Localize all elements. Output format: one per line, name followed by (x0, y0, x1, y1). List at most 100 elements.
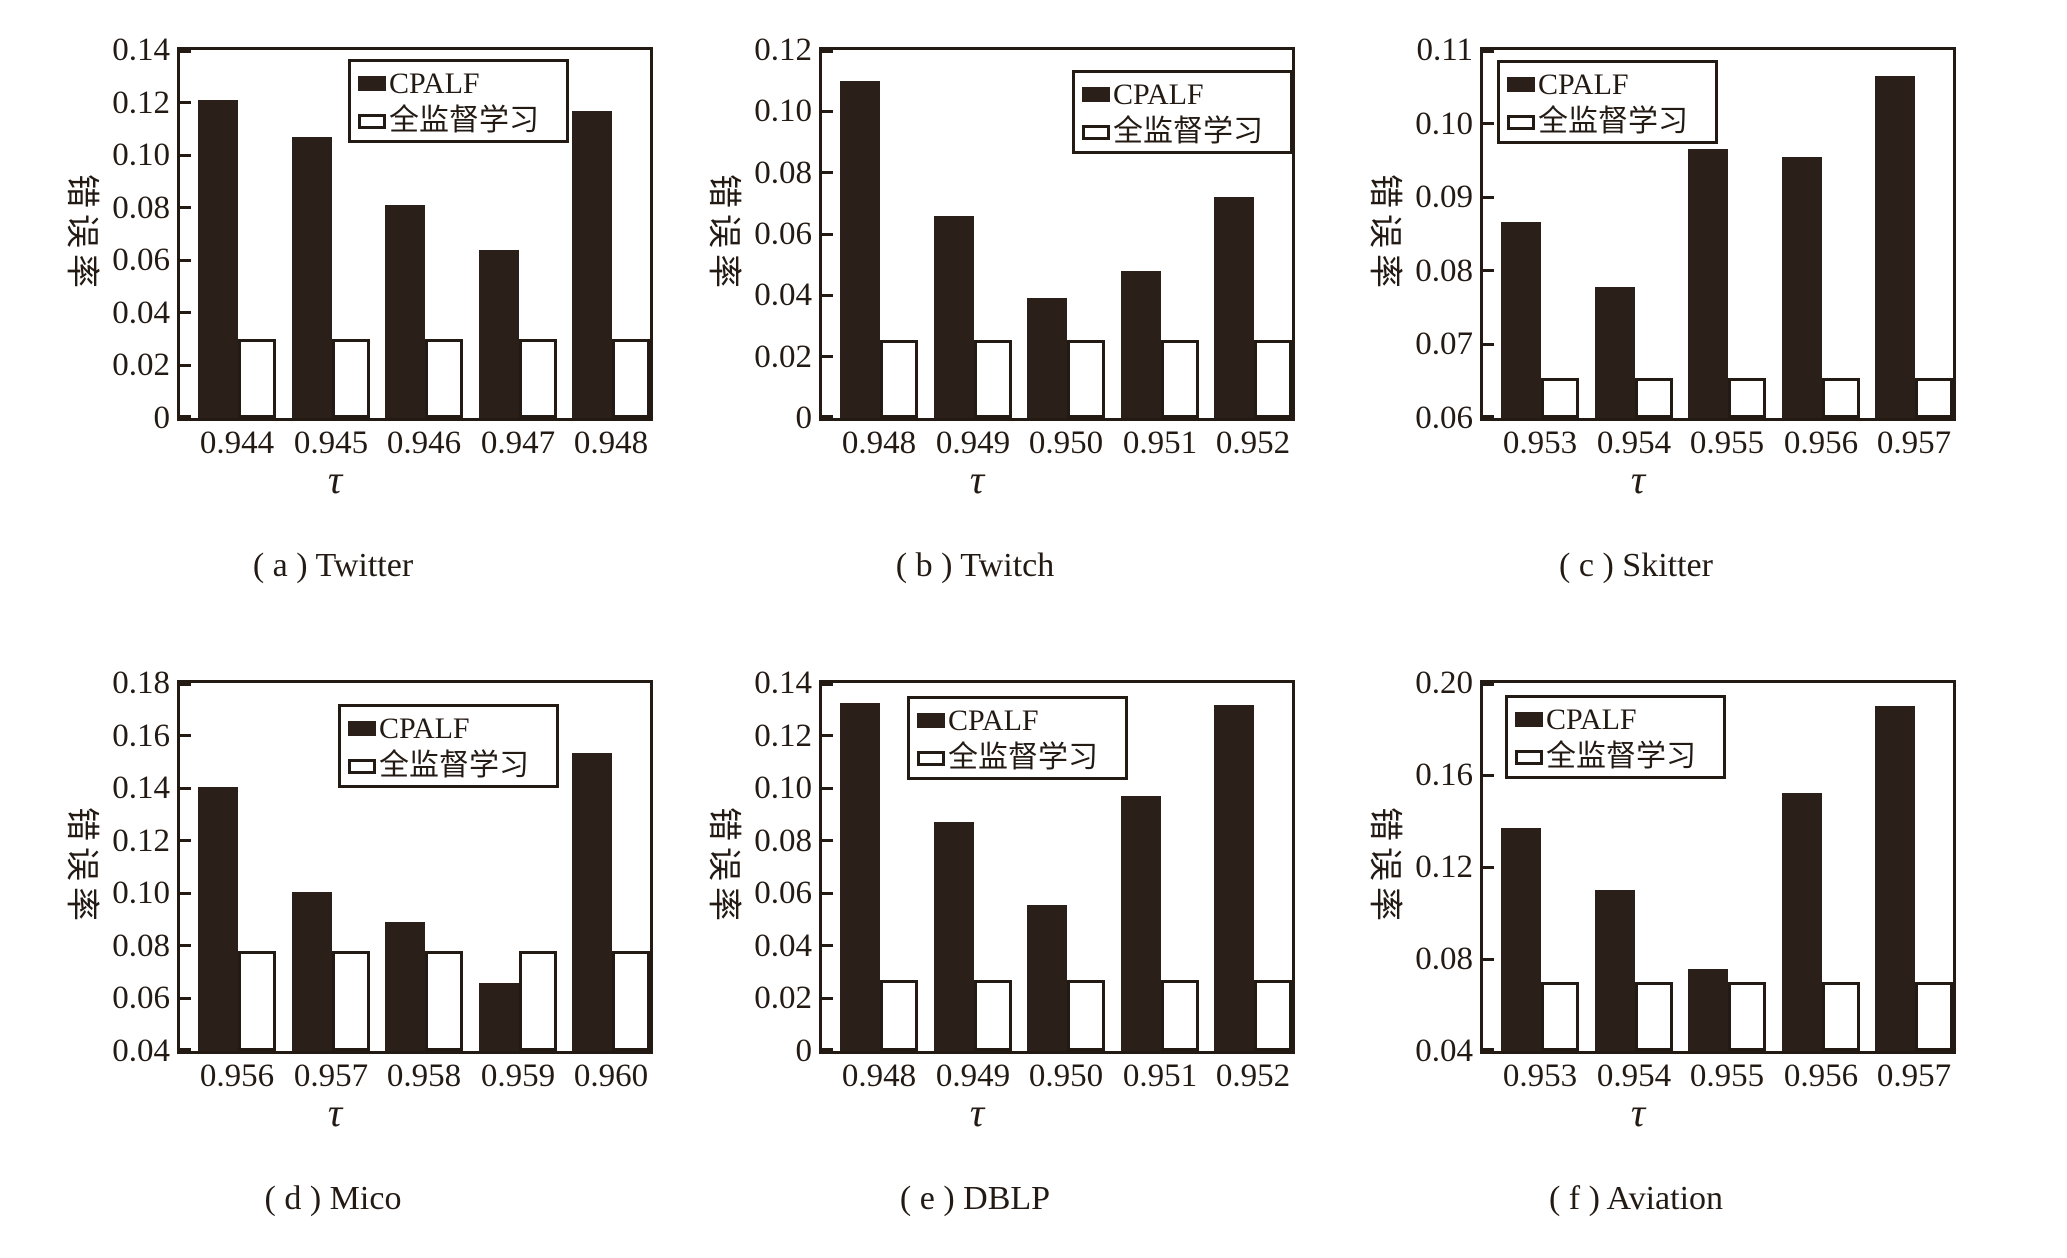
filled-swatch-icon (348, 721, 376, 737)
y-tick-label: 0.10 (754, 770, 812, 807)
y-tick-mark (1483, 342, 1494, 346)
legend-label: 全监督学习 (389, 104, 539, 138)
y-tick-mark (180, 786, 191, 790)
x-tick-label: 0.956 (1783, 425, 1859, 461)
cpalf-bar-0.960 (572, 752, 612, 1051)
supervised-bar-0.956 (1822, 377, 1860, 418)
filled-swatch-icon (358, 76, 386, 92)
subplot-caption: ( f ) Aviation (1548, 1180, 1724, 1217)
y-tick-label: 0.04 (112, 294, 170, 331)
cpalf-bar-0.953 (1501, 221, 1541, 418)
supervised-bar-0.956 (1822, 982, 1860, 1051)
cpalf-bar-0.959 (479, 982, 519, 1051)
legend: CPALF 全监督学习 (907, 696, 1128, 780)
cpalf-bar-0.957 (1875, 706, 1915, 1051)
y-tick-mark (822, 839, 833, 843)
y-tick-label: 0.08 (1415, 252, 1473, 289)
x-tick-label: 0.960 (573, 1058, 649, 1094)
supervised-bar-0.944 (238, 339, 276, 418)
y-tick-label: 0.12 (754, 717, 812, 754)
filled-swatch-icon (1082, 87, 1110, 103)
legend-entry-cpalf: CPALF (1082, 76, 1290, 113)
legend-label: CPALF (1113, 77, 1204, 111)
y-tick-label: 0.06 (754, 875, 812, 912)
y-tick-label: 0.08 (112, 189, 170, 226)
subplot-d-mico: 错误率 0.04 0.06 0.08 0.10 0.12 0.14 0.16 0.18 CPALF… (0, 629, 689, 1258)
y-tick-label: 0.10 (112, 875, 170, 912)
y-tick-mark (822, 50, 833, 53)
x-tick-label: 0.956 (199, 1058, 275, 1094)
legend-entry-supervised: 全监督学习 (917, 740, 1125, 777)
y-tick-label: 0.16 (112, 717, 170, 754)
x-tick-label: 0.948 (573, 425, 649, 461)
x-tick-label: 0.944 (199, 425, 275, 461)
y-tick-mark (822, 171, 833, 175)
y-tick-label: 0 (795, 1033, 813, 1069)
x-tick-label: 0.949 (935, 1058, 1011, 1094)
supervised-bar-0.953 (1541, 377, 1579, 418)
y-tick-label: 0.04 (754, 277, 812, 314)
x-tick-label: 0.955 (1689, 1058, 1765, 1094)
outline-swatch-icon (917, 750, 945, 766)
y-tick-mark (822, 232, 833, 236)
y-tick-mark (822, 786, 833, 790)
x-axis-label: τ (969, 1090, 985, 1135)
cpalf-bar-0.946 (385, 205, 425, 418)
legend-label: CPALF (379, 711, 470, 745)
legend-label: 全监督学习 (379, 749, 529, 783)
cpalf-bar-0.952 (1214, 705, 1254, 1051)
x-tick-label: 0.948 (841, 1058, 917, 1094)
legend-label: 全监督学习 (1113, 115, 1263, 149)
supervised-bar-0.954 (1635, 377, 1673, 418)
legend-label: CPALF (948, 703, 1039, 737)
supervised-bar-0.949 (974, 339, 1012, 418)
supervised-bar-0.955 (1728, 982, 1766, 1051)
y-tick-mark (180, 734, 191, 738)
supervised-bar-0.951 (1161, 339, 1199, 418)
y-tick-label: 0.06 (754, 216, 812, 252)
y-tick-mark (1483, 957, 1494, 961)
legend-label: 全监督学习 (1538, 105, 1688, 139)
x-tick-label: 0.958 (386, 1058, 462, 1094)
y-tick-mark (1483, 50, 1494, 53)
subplot-caption: ( e ) DBLP (899, 1180, 1051, 1217)
y-tick-label: 0.06 (112, 242, 170, 279)
supervised-bar-0.957 (332, 951, 370, 1051)
legend-entry-cpalf: CPALF (917, 702, 1125, 739)
supervised-bar-0.952 (1254, 980, 1292, 1051)
outline-swatch-icon (1515, 749, 1543, 765)
legend-entry-cpalf: CPALF (1515, 701, 1723, 738)
y-tick-label: 0.04 (112, 1033, 170, 1069)
cpalf-bar-0.954 (1595, 890, 1635, 1051)
supervised-bar-0.950 (1067, 339, 1105, 418)
x-tick-label: 0.945 (293, 425, 369, 461)
legend-entry-supervised: 全监督学习 (358, 103, 566, 140)
supervised-bar-0.957 (1915, 982, 1953, 1051)
cpalf-bar-0.948 (840, 80, 880, 418)
supervised-bar-0.950 (1067, 980, 1105, 1051)
y-tick-mark (822, 415, 833, 418)
supervised-bar-0.948 (880, 339, 918, 418)
y-tick-mark (822, 944, 833, 948)
supervised-bar-0.953 (1541, 982, 1579, 1051)
x-axis-label: τ (327, 1090, 343, 1135)
y-tick-label: 0.08 (754, 822, 812, 859)
y-tick-label: 0.12 (112, 822, 170, 859)
cpalf-bar-0.948 (840, 702, 880, 1051)
cpalf-bar-0.955 (1688, 149, 1728, 418)
cpalf-bar-0.956 (1782, 156, 1822, 418)
y-tick-mark (180, 1048, 191, 1051)
supervised-bar-0.948 (880, 980, 918, 1051)
y-tick-label: 0.20 (1415, 665, 1473, 701)
supervised-bar-0.956 (238, 951, 276, 1051)
y-tick-label: 0.06 (1415, 400, 1473, 436)
y-tick-label: 0.04 (754, 927, 812, 964)
legend: CPALF 全监督学习 (348, 59, 569, 143)
x-tick-label: 0.947 (480, 425, 556, 461)
y-tick-mark (1483, 269, 1494, 273)
cpalf-bar-0.954 (1595, 287, 1635, 418)
y-tick-mark (822, 1048, 833, 1051)
x-axis-label: τ (1630, 457, 1646, 502)
x-tick-label: 0.956 (1783, 1058, 1859, 1094)
